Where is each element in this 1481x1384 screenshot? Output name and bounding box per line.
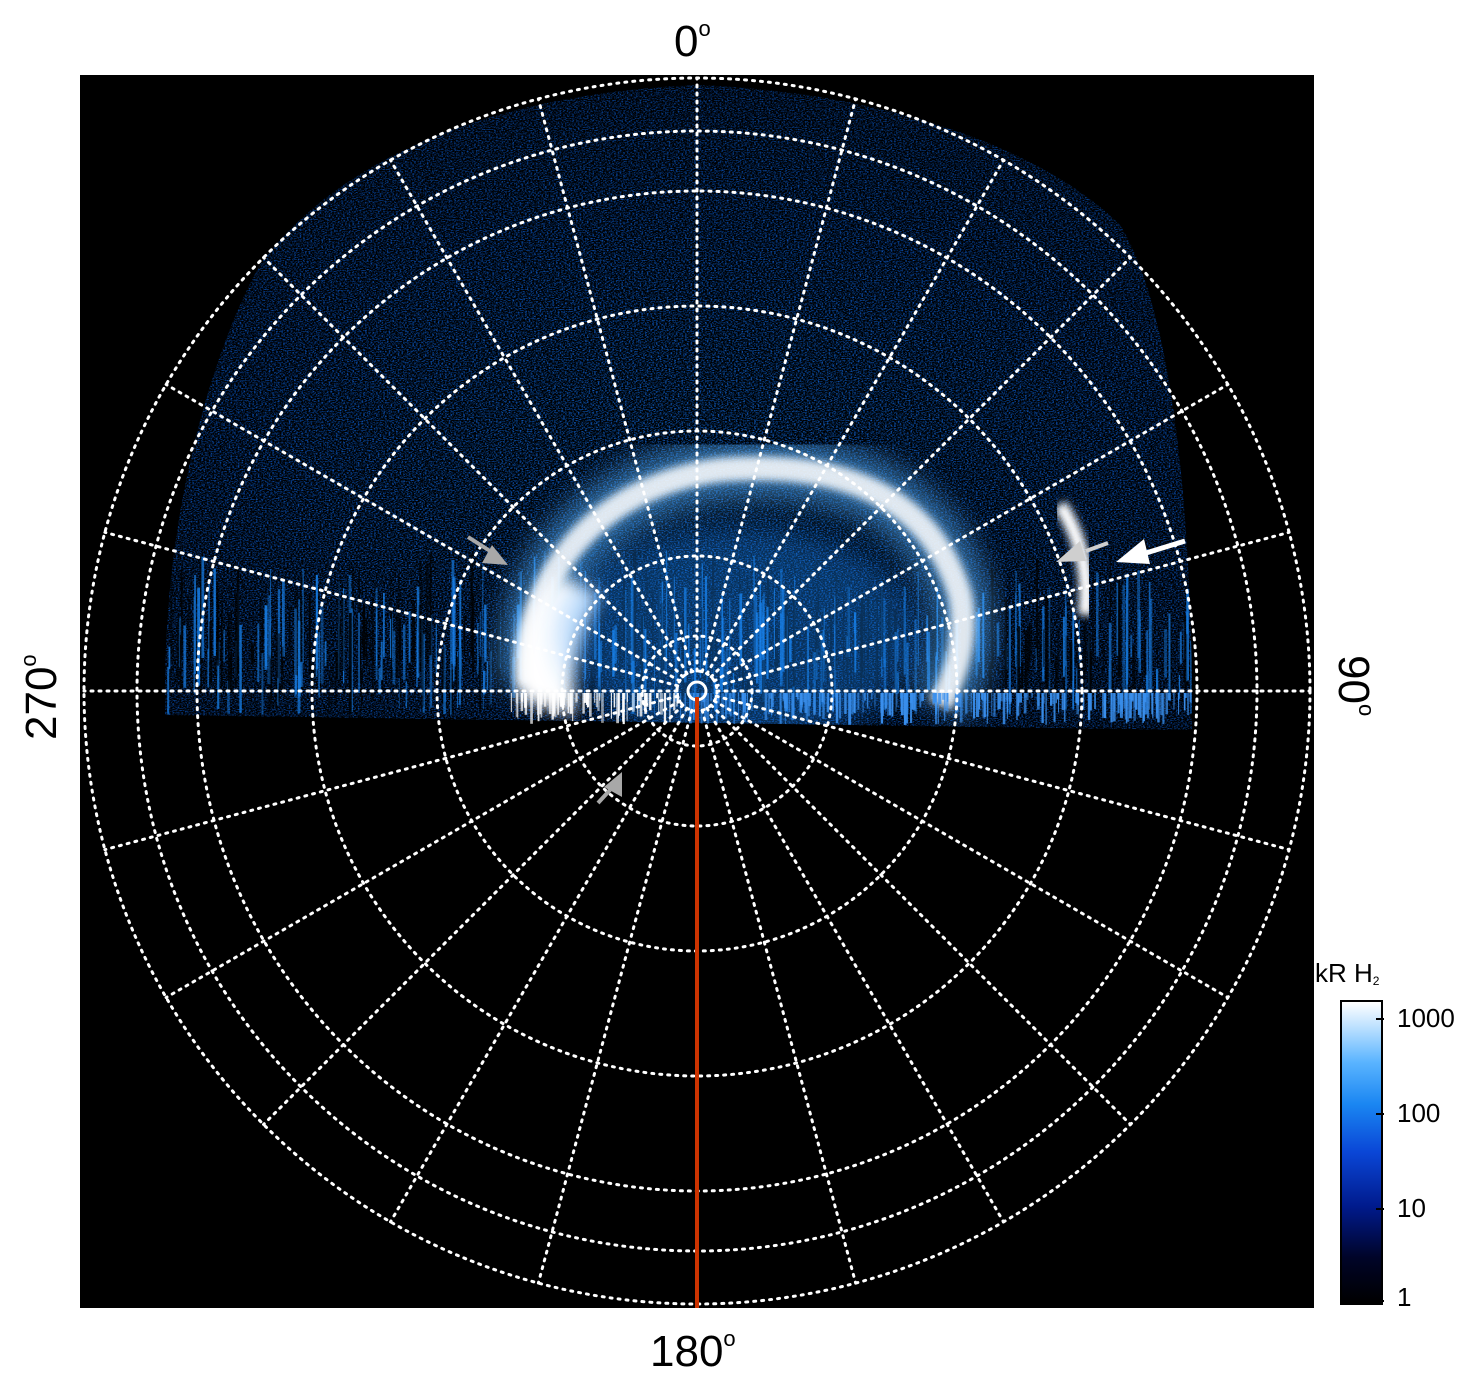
colorbar-tick-label-10: 10: [1397, 1193, 1426, 1223]
grey-arrow-left: [466, 535, 508, 565]
meridian-line-dotted: [536, 708, 694, 1285]
meridian-line-dotted: [103, 694, 680, 852]
colorbar-tick-label-100: 100: [1397, 1098, 1441, 1128]
grey-arrow-bottom: [596, 772, 622, 805]
meridian-line-dotted: [705, 706, 1005, 1224]
colorbar-title: kR H2: [1315, 958, 1380, 988]
meridian-line-dotted: [103, 530, 680, 688]
latitude-circle: [310, 304, 1084, 1078]
colorbar-tick: [1376, 1018, 1384, 1020]
meridian-line-dotted: [164, 383, 682, 683]
meridian-line-dotted: [262, 256, 685, 679]
meridian-line-dotted: [389, 706, 689, 1224]
meridian-line-dotted: [714, 530, 1291, 688]
colorbar-tick: [1376, 1113, 1384, 1115]
meridian-line-dotted: [712, 383, 1230, 683]
meridian-line-dotted: [700, 708, 858, 1285]
colorbar-gradient: [1340, 1000, 1383, 1305]
white-arrow-right: [1116, 538, 1186, 564]
meridian-line-dotted: [709, 256, 1132, 679]
colorbar-tick: [1376, 1300, 1384, 1302]
meridian-line-dotted: [164, 699, 682, 999]
colorbar-tick: [1376, 1208, 1384, 1210]
colorbar: kR H2 1000 100 10 1: [1315, 950, 1480, 1320]
longitude-label-0: 0o: [674, 16, 711, 66]
meridian-line-dotted: [536, 97, 694, 674]
meridian-line-dotted: [700, 97, 858, 674]
longitude-label-180: 180o: [650, 1326, 736, 1376]
longitude-label-270: 270o: [16, 654, 66, 740]
colorbar-tick-label-1000: 1000: [1397, 1003, 1455, 1033]
meridian-line-dotted: [705, 158, 1005, 676]
meridian-line-dotted: [389, 158, 689, 676]
longitude-label-90: 90o: [1329, 655, 1379, 717]
meridian-line-dotted: [709, 703, 1132, 1126]
meridian-line-dotted: [262, 703, 685, 1126]
colorbar-tick-label-1: 1: [1397, 1282, 1412, 1312]
polar-projection-image: [80, 75, 1314, 1308]
meridian-line-dotted: [712, 699, 1230, 999]
meridian-line-dotted: [714, 694, 1291, 852]
grey-arrow-right: [1056, 541, 1109, 562]
